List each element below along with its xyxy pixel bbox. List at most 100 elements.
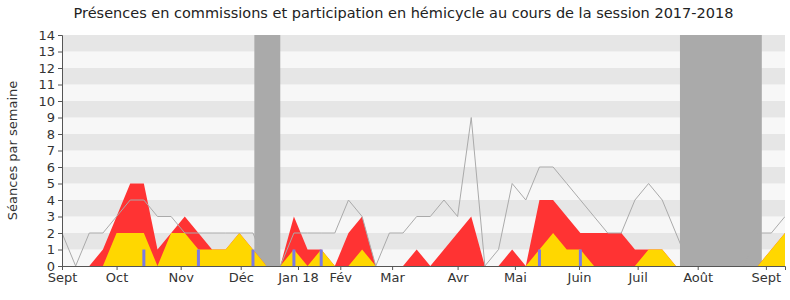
bar: [292, 250, 295, 267]
tick: 2: [47, 226, 62, 241]
tick-label: Août: [683, 270, 713, 285]
tick: Juil: [628, 266, 648, 285]
tick-mark: [58, 184, 62, 185]
tick-mark: [58, 217, 62, 218]
tick-mark: [58, 200, 62, 201]
tick-mark: [58, 85, 62, 86]
bar: [142, 250, 145, 267]
tick-label: Avr: [448, 270, 470, 285]
tick-label: Jan 18: [277, 270, 319, 285]
tick: 13: [38, 44, 62, 59]
tick-label: 9: [47, 110, 55, 125]
tick-mark: [58, 134, 62, 135]
tick: 3: [47, 209, 62, 224]
bar: [320, 250, 323, 267]
grid-band: [62, 101, 785, 118]
tick: Jan 18: [277, 266, 319, 285]
axis-title: Séances par semaine: [5, 81, 20, 220]
tick: Avr: [448, 266, 470, 285]
plot: 01234567891011121314SeptOctNovDécJan 18F…: [38, 28, 785, 286]
bar: [538, 250, 541, 267]
tick-mark: [58, 151, 62, 152]
tick: Fév: [330, 266, 353, 285]
tick-label: 1: [47, 242, 55, 257]
tick-label: Mar: [380, 270, 405, 285]
tick-mark: [58, 35, 62, 36]
tick-label: Juil: [628, 270, 648, 285]
tick-label: 4: [47, 193, 55, 208]
tick-label: 10: [38, 94, 55, 109]
tick-mark: [58, 68, 62, 69]
grid-band: [62, 200, 785, 217]
grid-band: [62, 118, 785, 135]
tick: 9: [47, 110, 62, 125]
tick: 1: [47, 242, 62, 257]
tick: 6: [47, 160, 62, 175]
line: [62, 118, 785, 267]
tick-label: Mai: [504, 270, 527, 285]
tick-label: 7: [47, 143, 55, 158]
bar: [579, 250, 582, 267]
tick: 5: [47, 176, 62, 191]
tick-label: Fév: [330, 270, 353, 285]
tick: Mai: [504, 266, 527, 285]
grid-band: [62, 68, 785, 85]
tick-label: 3: [47, 209, 55, 224]
tick-label: 13: [38, 44, 55, 59]
tick: Juin: [567, 266, 592, 285]
tick-label: 11: [38, 77, 55, 92]
area: [62, 184, 785, 267]
tick-label: Juin: [567, 270, 592, 285]
tick-label: 2: [47, 226, 55, 241]
grid-band: [62, 85, 785, 102]
tick-label: 8: [47, 127, 55, 142]
tick: Sept: [48, 266, 78, 285]
tick: 7: [47, 143, 62, 158]
chart: 01234567891011121314SeptOctNovDécJan 18F…: [0, 0, 790, 300]
title: Présences en commissions et participatio…: [74, 5, 734, 21]
tick-label: 14: [38, 28, 55, 43]
tick: Nov: [168, 266, 194, 285]
tick-label: 5: [47, 176, 55, 191]
y-axis: 01234567891011121314: [38, 28, 62, 274]
tick: Déc: [229, 266, 254, 285]
tick-mark: [58, 52, 62, 53]
tick-label: Nov: [168, 270, 194, 285]
tick-mark: [58, 250, 62, 251]
tick: 12: [38, 61, 62, 76]
tick-mark: [58, 233, 62, 234]
tick: 14: [38, 28, 62, 43]
grid-band: [62, 184, 785, 201]
tick-label: Sept: [752, 270, 782, 285]
grid-band: [62, 217, 785, 234]
tick-label: Déc: [229, 270, 254, 285]
x-axis: Sept Oct Nov Déc Jan 18 Fév Mar Avr Mai Juin Juil A…: [48, 266, 786, 285]
grid: [62, 35, 785, 266]
tick: 11: [38, 77, 62, 92]
tick-mark: [58, 101, 62, 102]
grid-band: [62, 134, 785, 151]
area: [62, 233, 785, 266]
tick-mark: [58, 167, 62, 168]
tick: Oct: [106, 266, 128, 285]
tick-mark: [58, 118, 62, 119]
tick: 4: [47, 193, 62, 208]
bar: [251, 250, 254, 267]
marks: [62, 35, 785, 266]
tick-label: 6: [47, 160, 55, 175]
tick: Sept: [752, 266, 782, 285]
tick-label: 12: [38, 61, 55, 76]
tick: Août: [683, 266, 713, 285]
tick-label: Oct: [106, 270, 128, 285]
axis-line: [58, 36, 63, 267]
grid-band: [62, 151, 785, 168]
tick: 8: [47, 127, 62, 142]
tick-mark: [58, 266, 62, 267]
tick: Mar: [380, 266, 405, 285]
grid-band: [62, 52, 785, 69]
holiday-band: [254, 35, 280, 266]
grid-band: [62, 35, 785, 52]
bar: [197, 250, 200, 267]
grid-band: [62, 167, 785, 184]
tick-label: Sept: [48, 270, 78, 285]
